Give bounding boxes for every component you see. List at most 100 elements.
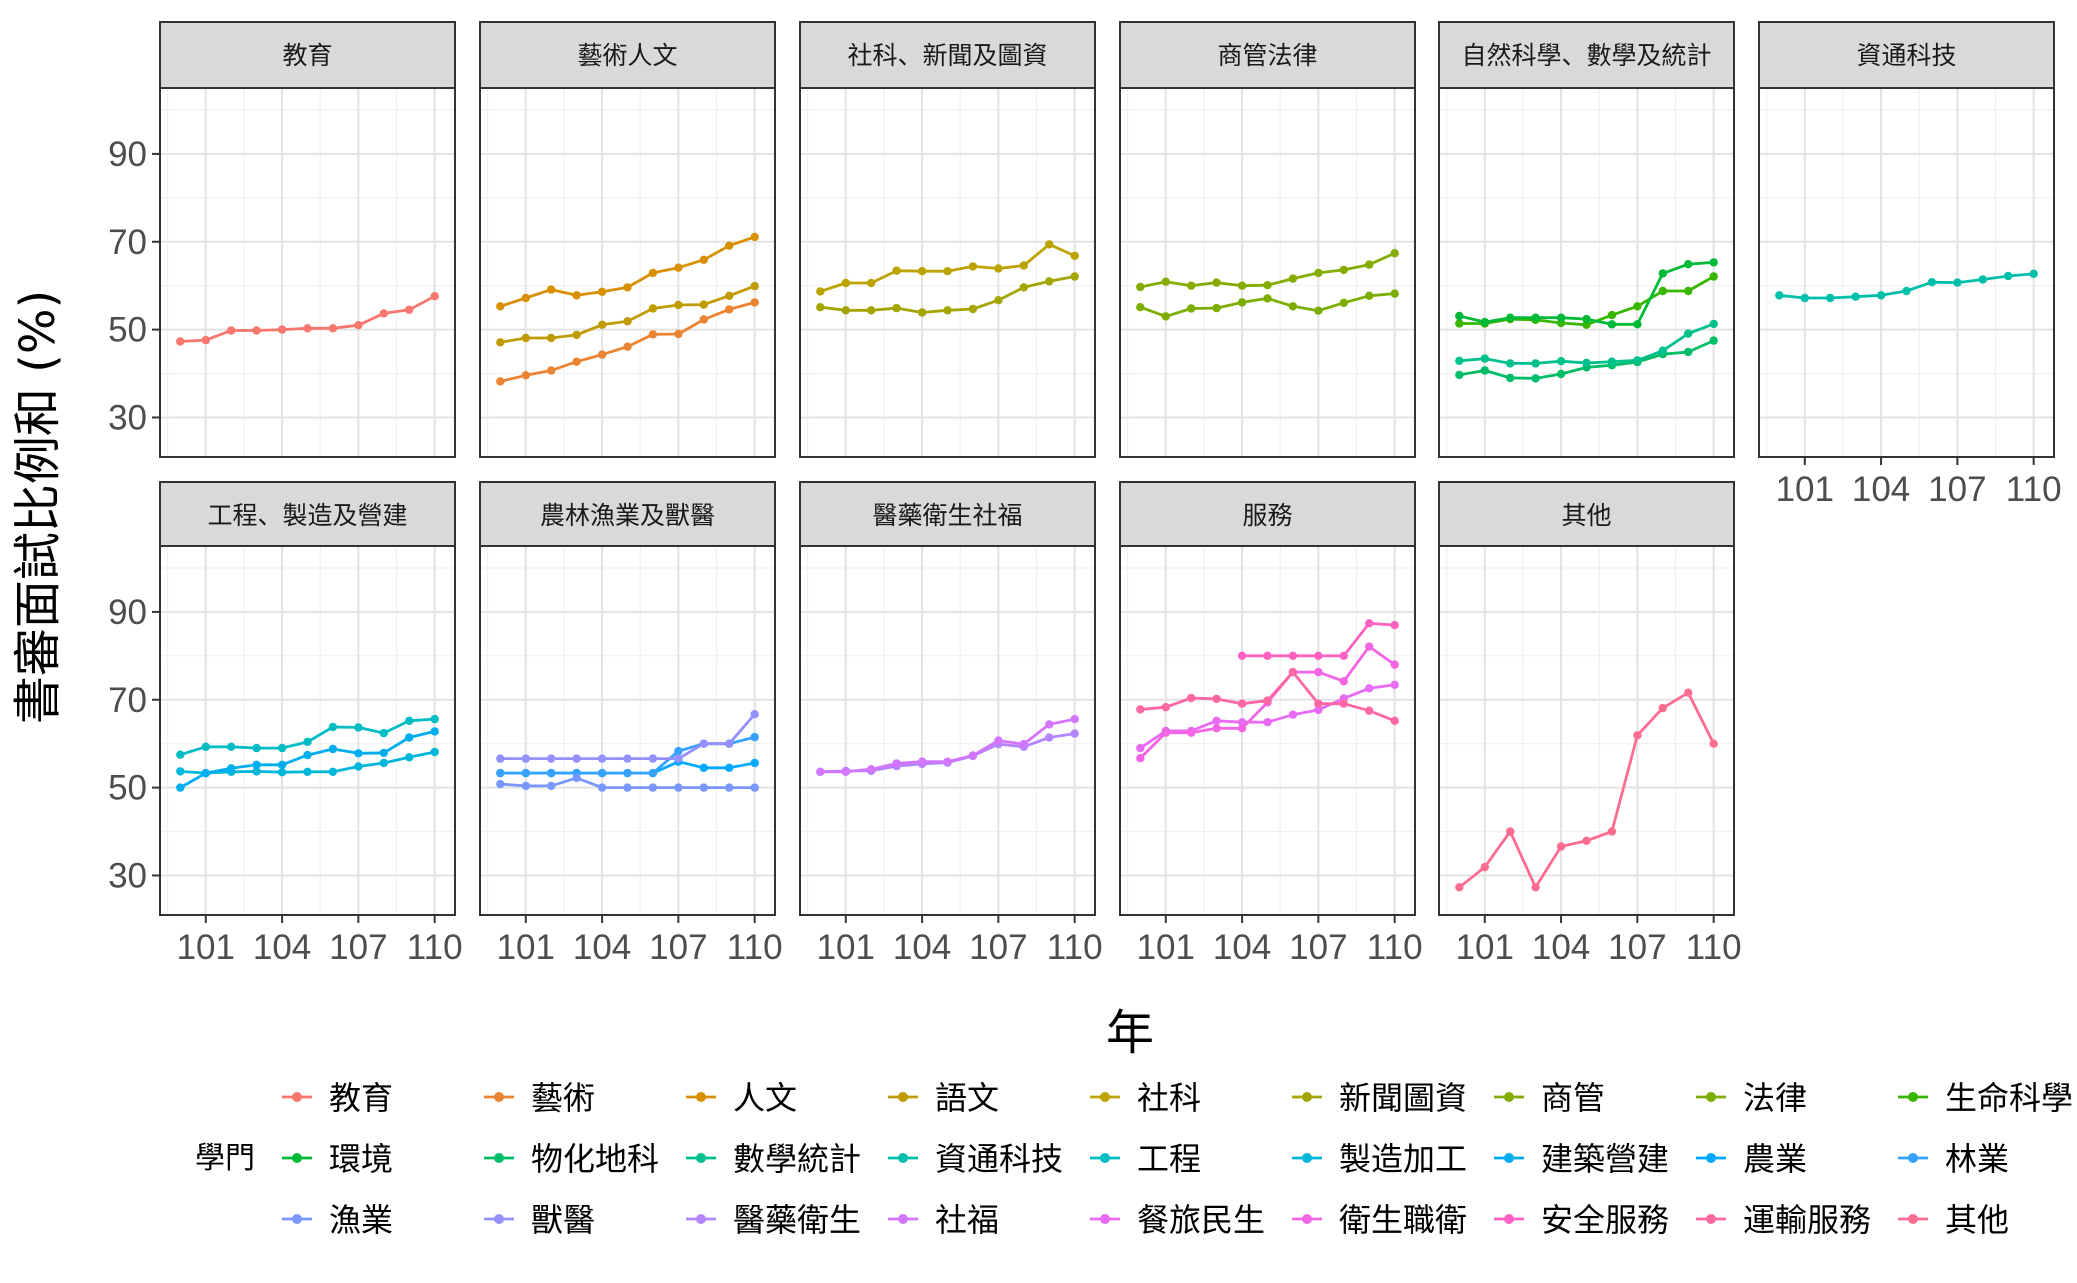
data-point <box>380 749 388 757</box>
legend-key-point <box>292 1153 302 1163</box>
legend-label: 新聞圖資 <box>1339 1079 1467 1117</box>
legend-label: 獸醫 <box>531 1201 595 1239</box>
facet-panel: 服務 101 104 107 110 <box>1120 482 1423 967</box>
data-point <box>354 321 362 329</box>
data-point <box>725 242 733 250</box>
legend-item: 建築營建 <box>1494 1140 1669 1178</box>
data-point <box>1684 260 1692 268</box>
legend-key-point <box>292 1092 302 1102</box>
data-point <box>1365 619 1373 627</box>
legend-label: 物化地科 <box>531 1140 659 1178</box>
facet-strip-label: 商管法律 <box>1217 41 1317 70</box>
data-point <box>1162 312 1170 320</box>
y-tick-label: 50 <box>108 769 147 808</box>
legend-item: 語文 <box>888 1079 999 1117</box>
data-point <box>1187 729 1195 737</box>
legend-label: 其他 <box>1945 1201 2009 1239</box>
legend-label: 社科 <box>1137 1079 1201 1117</box>
data-point <box>1045 277 1053 285</box>
facet-strip-label: 其他 <box>1561 501 1611 530</box>
data-point <box>1162 278 1170 286</box>
data-point <box>1659 347 1667 355</box>
data-point <box>1531 374 1539 382</box>
x-tick-label: 107 <box>329 928 387 967</box>
data-point <box>816 287 824 295</box>
facet-panel: 自然科學、數學及統計 <box>1439 22 1734 457</box>
legend-label: 餐旅民生 <box>1137 1201 1265 1239</box>
data-point <box>700 315 708 323</box>
legend-key-point <box>898 1214 908 1224</box>
data-point <box>1289 652 1297 660</box>
legend-label: 林業 <box>1945 1140 2009 1178</box>
legend-key-point <box>494 1092 504 1102</box>
data-point <box>278 744 286 752</box>
data-point <box>2030 270 2038 278</box>
data-point <box>1801 294 1809 302</box>
facet-strip-label: 醫藥衛生社福 <box>872 501 1022 530</box>
data-point <box>751 733 759 741</box>
data-point <box>1659 269 1667 277</box>
legend-key-point <box>1302 1092 1312 1102</box>
data-point <box>1238 282 1246 290</box>
data-point <box>1238 298 1246 306</box>
data-point <box>1289 274 1297 282</box>
data-point <box>1953 278 1961 286</box>
data-point <box>725 305 733 313</box>
legend-label: 商管 <box>1541 1079 1605 1117</box>
data-point <box>431 727 439 735</box>
x-tick-label: 104 <box>253 928 311 967</box>
x-tick-label: 104 <box>893 928 951 967</box>
data-point <box>1187 304 1195 312</box>
facet-strip-label: 資通科技 <box>1856 41 1956 70</box>
x-tick-label: 101 <box>817 928 875 967</box>
legend-label: 建築營建 <box>1541 1140 1669 1178</box>
data-point <box>496 769 504 777</box>
data-point <box>598 754 606 762</box>
legend-item: 漁業 <box>282 1201 393 1239</box>
legend-key-point <box>1100 1153 1110 1163</box>
data-point <box>1481 354 1489 362</box>
facet-strip-label: 服務 <box>1242 501 1292 530</box>
data-point <box>623 769 631 777</box>
y-tick-label: 30 <box>108 856 147 895</box>
legend-label: 安全服務 <box>1541 1201 1669 1239</box>
data-point <box>522 334 530 342</box>
data-point <box>1710 258 1718 266</box>
data-point <box>674 747 682 755</box>
data-point <box>1710 272 1718 280</box>
data-point <box>1365 642 1373 650</box>
data-point <box>278 768 286 776</box>
data-point <box>405 733 413 741</box>
data-point <box>522 294 530 302</box>
data-point <box>1902 287 1910 295</box>
data-point <box>1684 329 1692 337</box>
data-point <box>1557 314 1565 322</box>
data-point <box>969 262 977 270</box>
legend-label: 運輸服務 <box>1743 1201 1871 1239</box>
data-point <box>1582 359 1590 367</box>
x-tick-label: 101 <box>1456 928 1514 967</box>
x-tick-label: 107 <box>1928 470 1986 509</box>
data-point <box>700 783 708 791</box>
data-point <box>1455 883 1463 891</box>
data-point <box>674 783 682 791</box>
legend-label: 衛生職衛 <box>1339 1201 1467 1239</box>
data-point <box>405 717 413 725</box>
data-point <box>1314 307 1322 315</box>
data-point <box>1340 266 1348 274</box>
data-point <box>1391 660 1399 668</box>
legend-key-point <box>1706 1092 1716 1102</box>
data-point <box>496 377 504 385</box>
data-point <box>1506 827 1514 835</box>
data-point <box>725 783 733 791</box>
data-point <box>623 783 631 791</box>
data-point <box>547 769 555 777</box>
data-point <box>1506 314 1514 322</box>
data-point <box>649 769 657 777</box>
y-tick-label: 50 <box>108 311 147 350</box>
data-point <box>572 291 580 299</box>
legend-key-point <box>1504 1214 1514 1224</box>
data-point <box>1481 863 1489 871</box>
data-point <box>1071 729 1079 737</box>
